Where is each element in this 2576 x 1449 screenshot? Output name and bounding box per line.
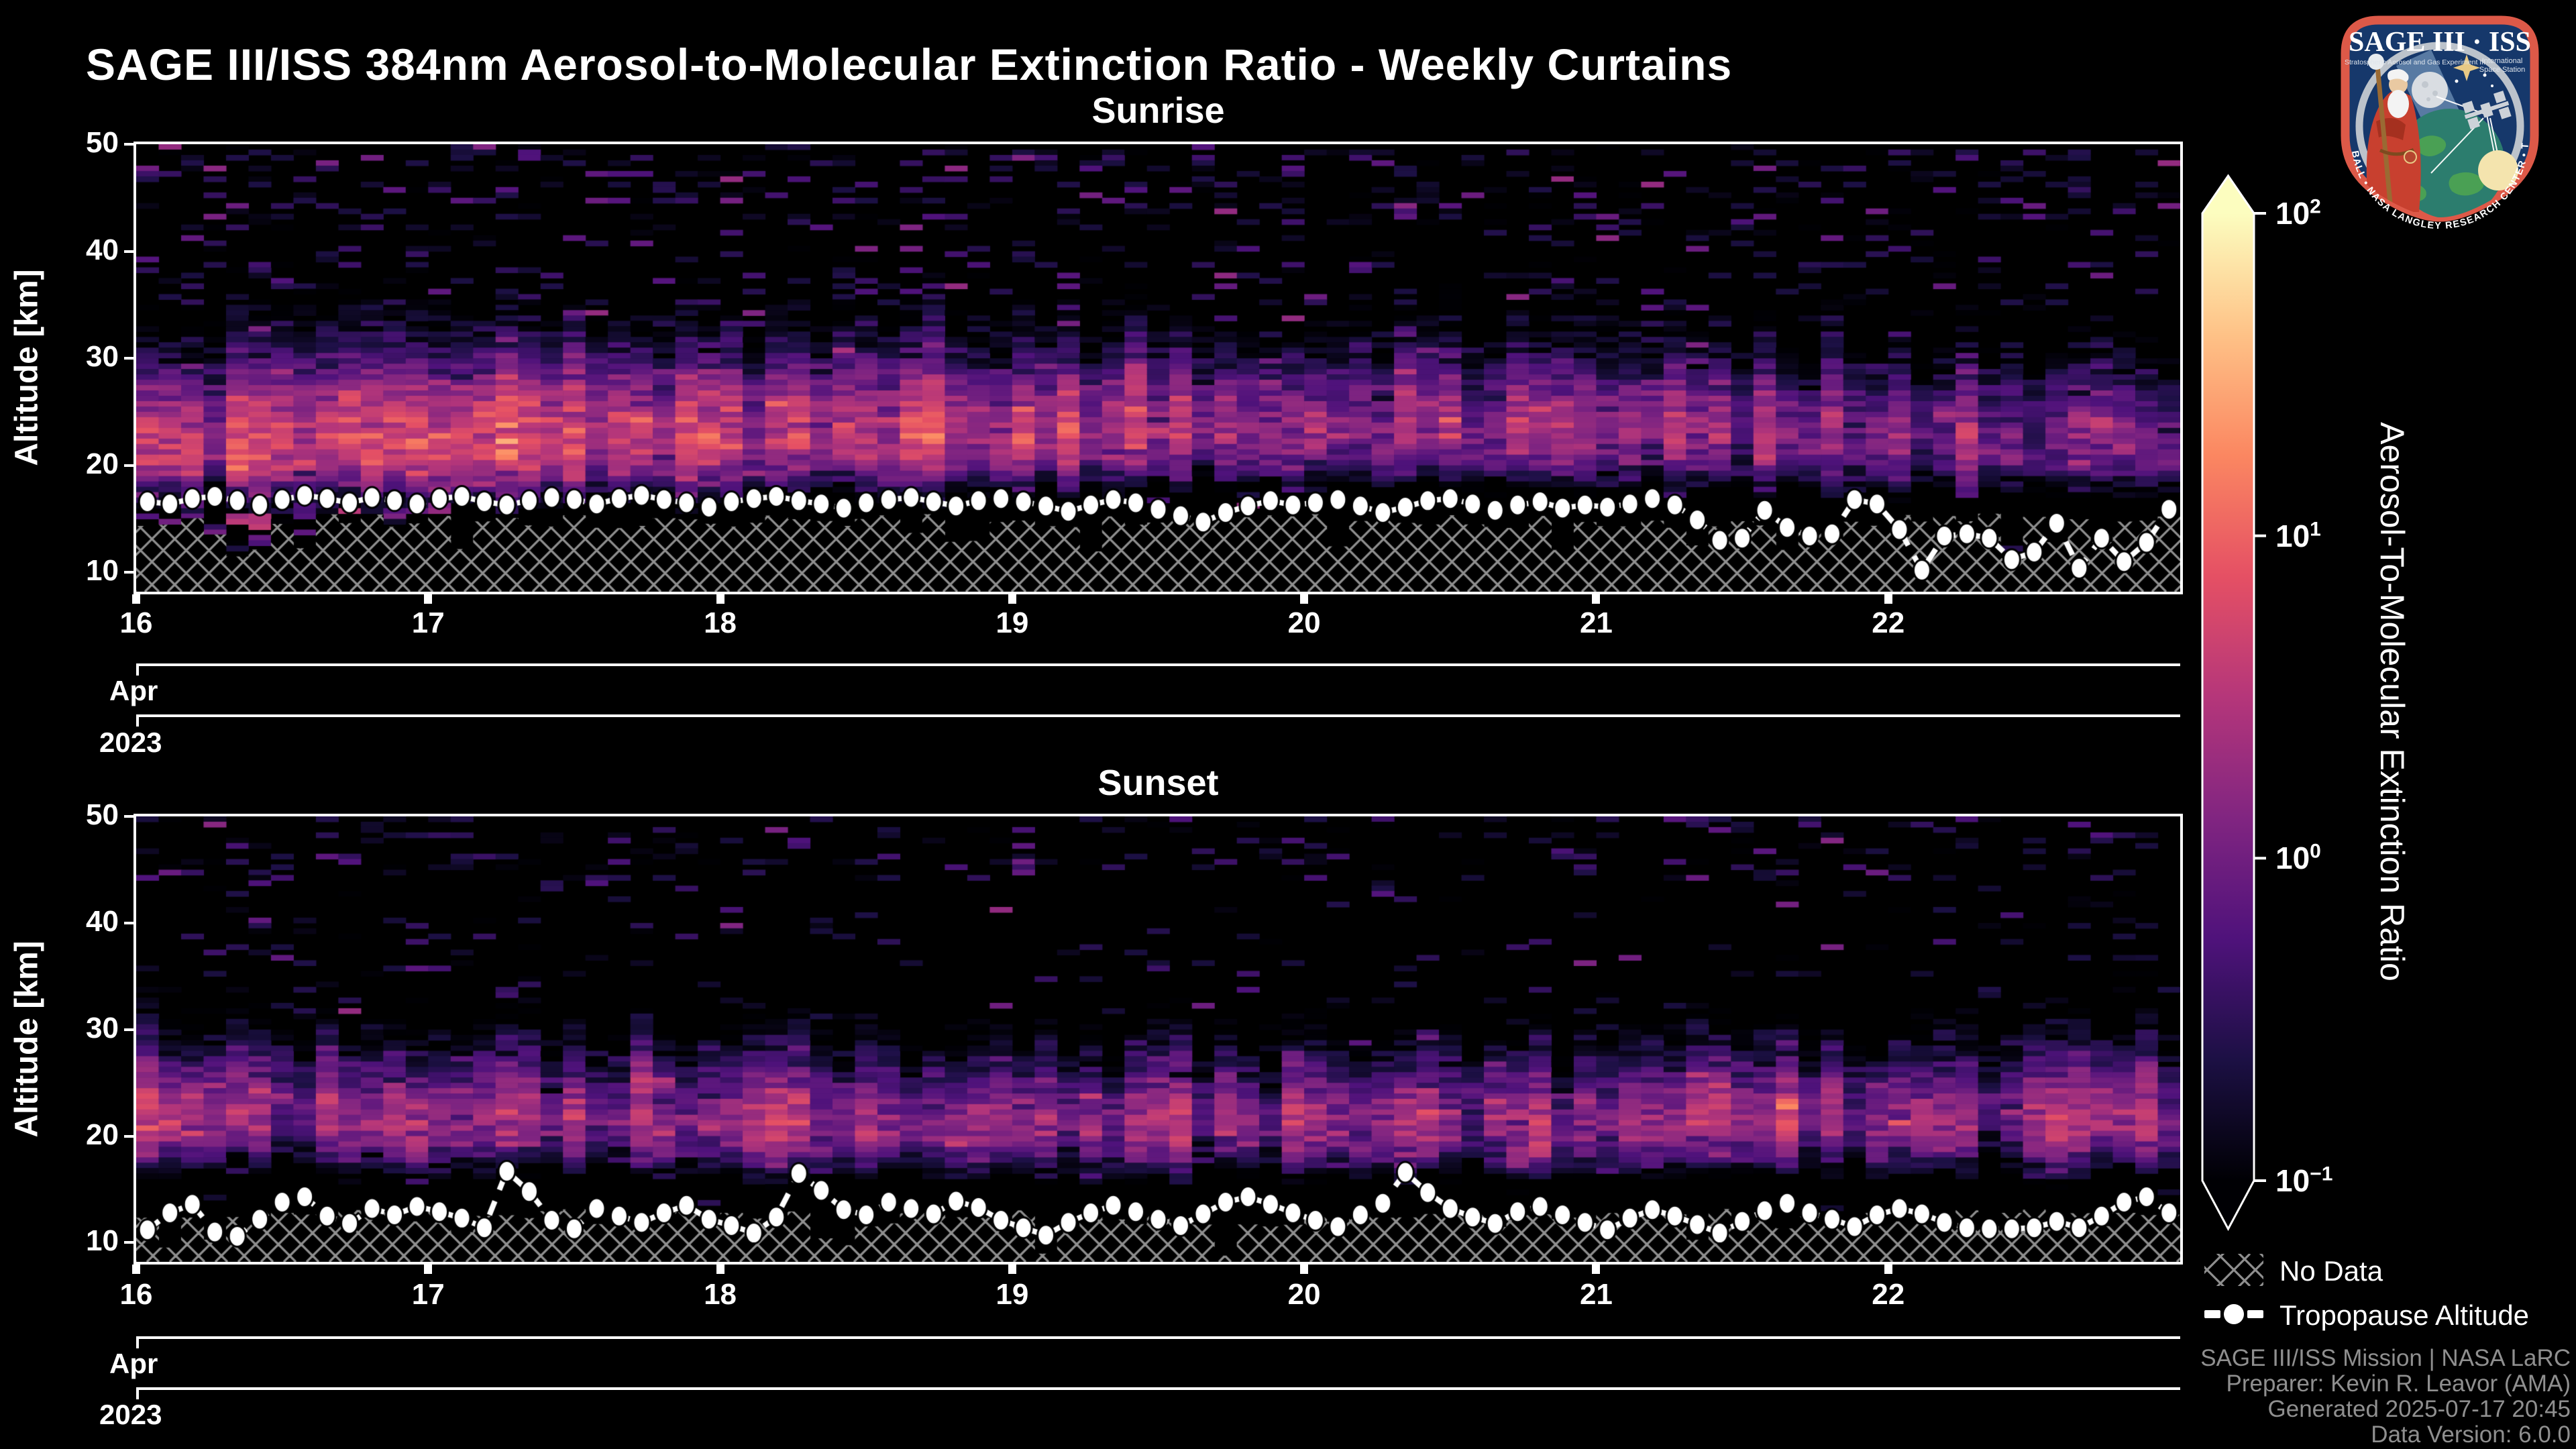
month-axis-line [136, 663, 2180, 666]
month-label: Apr [109, 675, 158, 706]
x-tick-mark [1884, 594, 1892, 604]
x-tick-mark [1300, 594, 1309, 604]
y-tick-label: 20 [86, 1118, 119, 1151]
no-data-legend-label: No Data [2279, 1255, 2383, 1287]
y-tick-mark [124, 921, 136, 924]
x-tick-mark [1884, 1265, 1892, 1274]
tropopause-line-swatch [2204, 1304, 2263, 1324]
colorbar-tick [2254, 1179, 2266, 1182]
y-tick-label: 10 [86, 554, 119, 588]
x-tick-mark [716, 594, 724, 604]
x-tick-label: 22 [1872, 606, 1905, 639]
sunset-panel-title: Sunset [1097, 763, 1219, 803]
logo-small-stars [2455, 73, 2493, 87]
x-tick-label: 22 [1872, 1278, 1905, 1311]
logo-sage-figure [2366, 54, 2421, 212]
colorbar-tick [2254, 212, 2266, 215]
colorbar-tick-label: 101 [2275, 518, 2321, 553]
colorbar-tick-label: 102 [2275, 195, 2321, 231]
x-tick-mark [1008, 594, 1016, 604]
y-tick-label: 40 [86, 904, 119, 938]
x-tick-label: 21 [1579, 1278, 1613, 1311]
page-title: SAGE III/ISS 384nm Aerosol-to-Molecular … [86, 40, 1733, 90]
year-label: 2023 [99, 1399, 162, 1430]
x-tick-label: 20 [1287, 606, 1321, 639]
logo-sun [2478, 150, 2518, 191]
attribution-block: SAGE III/ISS Mission | NASA LaRC Prepare… [1744, 1346, 2571, 1448]
x-tick-mark [716, 1265, 724, 1274]
attribution-line: Data Version: 6.0.0 [2371, 1421, 2571, 1448]
x-tick-mark [1300, 1265, 1309, 1274]
sunrise-panel-title: Sunrise [1091, 91, 1225, 131]
logo-subtitle-left: Stratospheric Aerosol and Gas Experiment… [2345, 58, 2485, 66]
year-axis-tick [136, 717, 139, 727]
logo-star-icon [2453, 54, 2480, 81]
month-axis-line [136, 1336, 2180, 1339]
x-tick-label: 19 [996, 1278, 1029, 1311]
colorbar-axis-label: Aerosol-To-Molecular Extinction Ratio [2373, 422, 2411, 981]
colorbar-tick-label: 10−1 [2275, 1163, 2333, 1198]
x-tick-mark [1592, 594, 1601, 604]
y-tick-mark [124, 1241, 136, 1244]
attribution-line: Generated 2025-07-17 20:45 [2267, 1396, 2571, 1422]
y-tick-label: 30 [86, 1011, 119, 1044]
y-tick-mark [124, 464, 136, 467]
y-tick-mark [124, 1134, 136, 1138]
mission-patch-logo: SAGE III · ISS Stratospheric Aerosol and… [2329, 4, 2539, 231]
year-axis-tick [136, 1390, 139, 1399]
year-label: 2023 [99, 727, 162, 758]
x-tick-label: 20 [1287, 1278, 1321, 1311]
y-tick-label: 40 [86, 233, 119, 266]
colorbar [2201, 174, 2266, 1232]
y-tick-label: 20 [86, 447, 119, 480]
month-axis-tick [136, 1339, 139, 1348]
year-axis-line [136, 714, 2180, 717]
x-tick-mark [1008, 1265, 1016, 1274]
attribution-line: SAGE III/ISS Mission | NASA LaRC [2200, 1345, 2571, 1371]
y-tick-mark [124, 571, 136, 574]
x-tick-label: 16 [119, 606, 153, 639]
x-tick-mark [1592, 1265, 1601, 1274]
colorbar-gradient-bar [2201, 174, 2255, 1232]
colorbar-tick [2254, 534, 2266, 537]
y-tick-mark [124, 357, 136, 360]
logo-subtitle-right: International [2482, 57, 2523, 65]
colorbar-tick-label: 100 [2275, 840, 2321, 876]
x-tick-mark [424, 594, 433, 604]
logo-title: SAGE III · ISS [2349, 27, 2531, 58]
sunrise-heatmap-canvas [136, 144, 2180, 592]
logo-moon [2412, 72, 2448, 108]
attribution-line: Preparer: Kevin R. Leavor (AMA) [2226, 1371, 2571, 1397]
x-tick-label: 16 [119, 1278, 153, 1311]
x-tick-mark [132, 594, 140, 604]
colorbar-tick [2254, 857, 2266, 860]
x-tick-label: 19 [996, 606, 1029, 639]
x-tick-label: 17 [411, 1278, 445, 1311]
y-tick-mark [124, 250, 136, 253]
y-tick-mark [124, 815, 136, 818]
y-tick-label: 10 [86, 1224, 119, 1258]
x-tick-label: 18 [704, 606, 737, 639]
month-label: Apr [109, 1348, 158, 1379]
y-tick-mark [124, 1028, 136, 1031]
month-axis-tick [136, 666, 139, 676]
y-tick-label: 50 [86, 126, 119, 159]
no-data-hatch-swatch [2204, 1254, 2263, 1286]
logo-moon-craters [2422, 81, 2438, 101]
x-tick-label: 18 [704, 1278, 737, 1311]
x-tick-mark [424, 1265, 433, 1274]
y-tick-mark [124, 143, 136, 146]
logo-iss [2462, 91, 2512, 129]
x-tick-mark [132, 1265, 140, 1274]
tropopause-legend-label: Tropopause Altitude [2279, 1299, 2530, 1331]
logo-subtitle-right2: Space Station [2479, 66, 2526, 74]
x-tick-label: 21 [1579, 606, 1613, 639]
y-tick-label: 30 [86, 340, 119, 374]
year-axis-line [136, 1387, 2180, 1390]
y-tick-label: 50 [86, 798, 119, 831]
sunset-heatmap-canvas [136, 816, 2180, 1262]
x-tick-label: 17 [411, 606, 445, 639]
